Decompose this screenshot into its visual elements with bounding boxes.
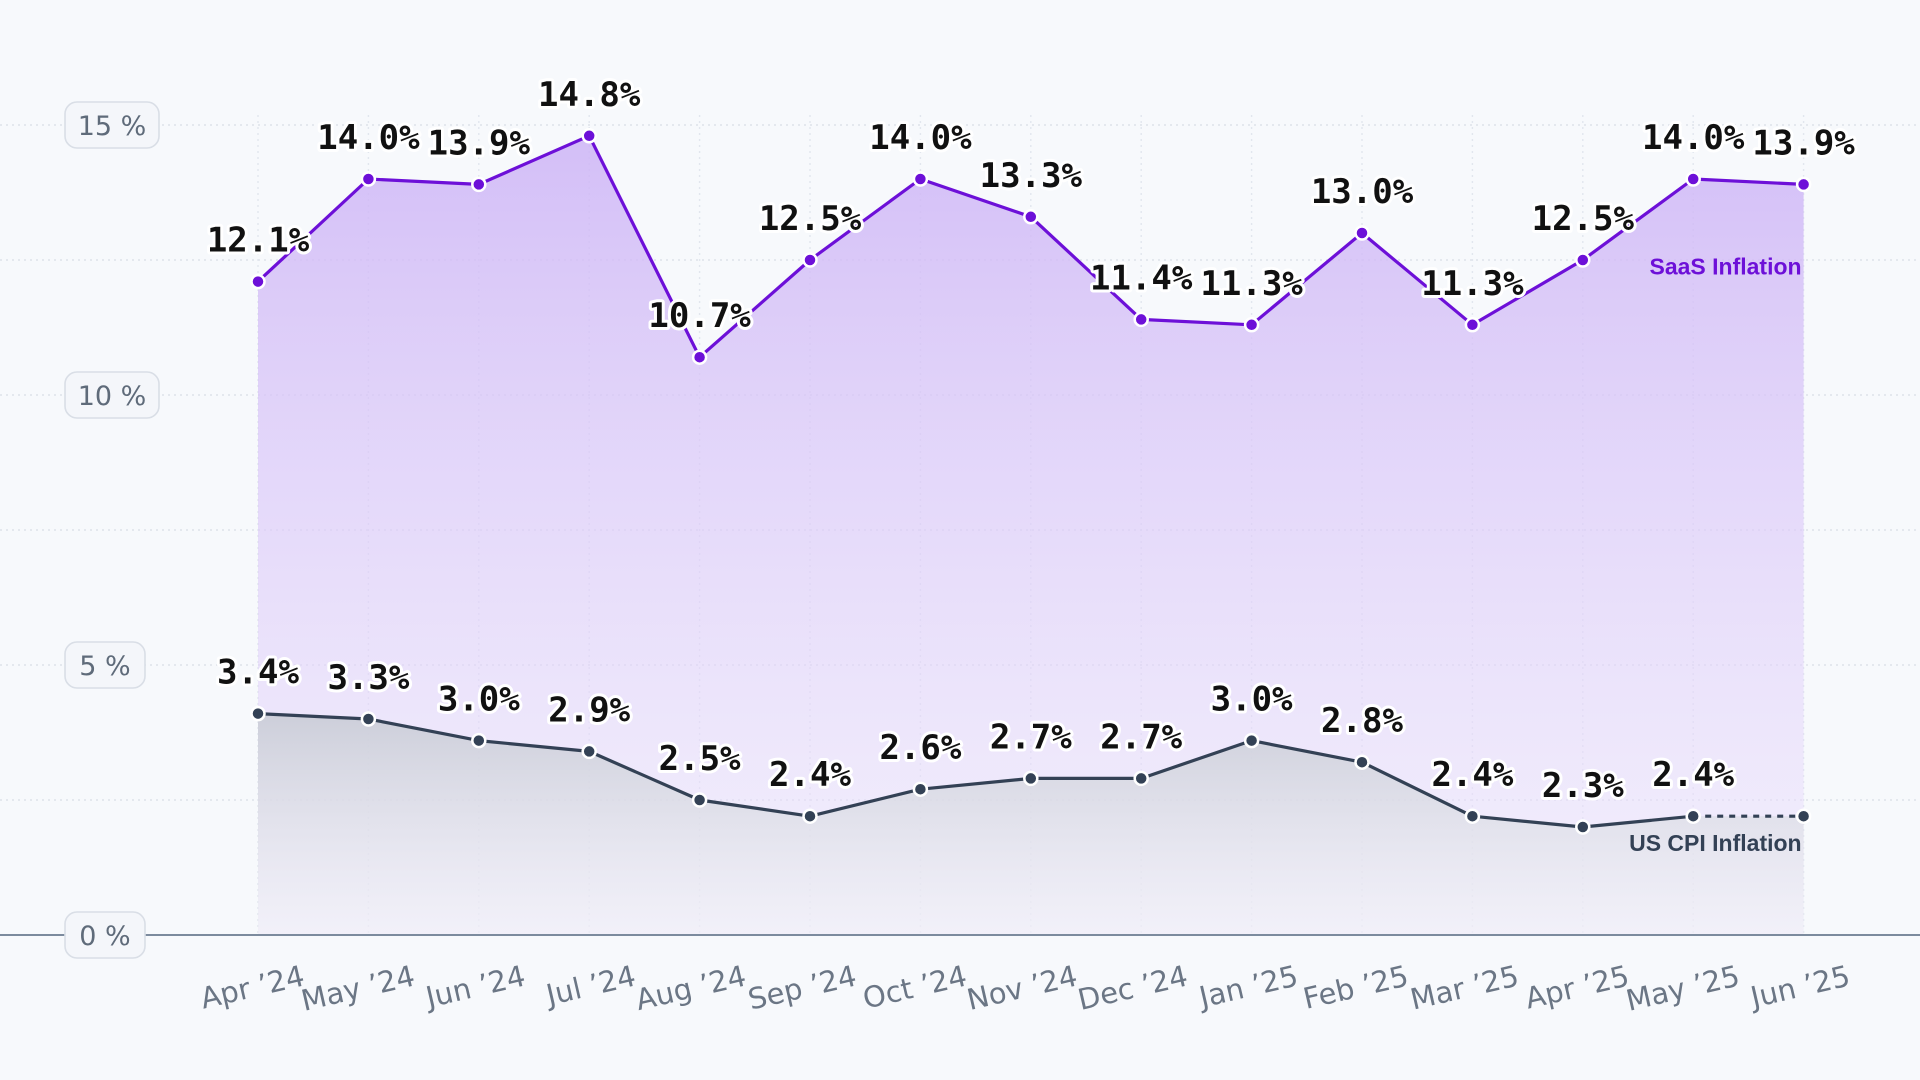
y-axis: 0 % 5 % 10 % 15 %: [0, 101, 1920, 959]
us-cpi-inflation-point: [1685, 808, 1701, 824]
saas-inflation-data-label: 14.0%: [317, 118, 420, 158]
saas-inflation-data-label: 12.5%: [759, 199, 862, 239]
saas-inflation-point: [471, 176, 487, 193]
saas-inflation-data-label: 14.0%: [869, 118, 972, 158]
x-tick-label: Jun ’24: [421, 959, 529, 1015]
y-tick-label: 0 %: [79, 921, 130, 952]
data-points: [250, 128, 1812, 835]
us-cpi-inflation-data-label: 3.3%: [327, 658, 409, 698]
saas-inflation-data-label: 11.3%: [1421, 264, 1524, 304]
saas-inflation-point: [1354, 225, 1370, 241]
x-tick-label: Apr ’24: [197, 959, 307, 1016]
series-names: SaaS Inflation US CPI Inflation: [1629, 253, 1802, 856]
saas-inflation-data-label: 12.1%: [207, 221, 310, 261]
us-cpi-inflation-data-label: 3.0%: [438, 680, 520, 720]
us-cpi-inflation-data-label: 2.4%: [769, 755, 851, 795]
us-cpi-inflation-point: [471, 732, 487, 749]
saas-inflation-area: [258, 135, 1804, 936]
saas-inflation-point: [360, 171, 377, 187]
saas-inflation-point: [1795, 176, 1812, 193]
y-tick-box: [64, 911, 146, 959]
us-cpi-inflation-point: [912, 781, 929, 797]
saas-inflation-point: [1575, 252, 1591, 268]
y-tick-label: 5 %: [79, 651, 130, 682]
x-tick-label: Sep ’24: [745, 959, 860, 1017]
us-cpi-inflation-data-label: 3.4%: [217, 653, 299, 693]
saas-inflation-point: [1023, 209, 1039, 225]
us-cpi-inflation-data-label: 2.7%: [990, 717, 1072, 757]
x-tick-label: Oct ’24: [860, 959, 970, 1016]
saas-inflation-point: [1133, 311, 1149, 328]
saas-inflation-point: [691, 349, 708, 365]
us-cpi-inflation-data-label: 2.7%: [1100, 717, 1182, 757]
saas-inflation-point: [912, 171, 929, 187]
us-cpi-inflation-data-label: 3.0%: [1211, 680, 1293, 720]
us-cpi-inflation-data-label: 2.8%: [1321, 701, 1403, 741]
us-cpi-inflation-point: [1023, 770, 1039, 787]
x-tick-label: Jan ’25: [1194, 959, 1301, 1015]
us-cpi-inflation-point: [360, 711, 377, 727]
saas-inflation-data-label: 14.0%: [1642, 118, 1745, 158]
y-tick-box: [64, 371, 160, 419]
us-cpi-inflation-data-label: 2.9%: [548, 690, 630, 730]
us-cpi-inflation-point: [1133, 770, 1149, 787]
x-tick-label: Feb ’25: [1300, 959, 1412, 1016]
saas-inflation-data-label: 13.3%: [980, 156, 1083, 196]
saas-inflation-data-label: 13.9%: [1752, 123, 1855, 163]
y-tick-box: [64, 101, 160, 149]
us-cpi-inflation-area: [258, 713, 1804, 935]
us-cpi-inflation-point: [1464, 808, 1481, 824]
saas-inflation-point: [1243, 317, 1260, 333]
us-cpi-inflation-data-label: 2.3%: [1542, 766, 1624, 806]
y-tick-box: [64, 641, 146, 689]
us-cpi-inflation-point: [691, 792, 708, 808]
saas-inflation-point: [802, 252, 818, 268]
saas-inflation-data-label: 10.7%: [648, 296, 751, 336]
saas-inflation-point: [1464, 317, 1481, 333]
us-cpi-inflation-line: [257, 712, 1694, 829]
x-tick-label: Jul ’24: [541, 959, 639, 1013]
us-cpi-inflation-point: [1243, 732, 1260, 749]
saas-inflation-data-label: 11.4%: [1090, 258, 1193, 298]
x-tick-label: May ’24: [298, 959, 418, 1018]
us-cpi-inflation-point: [802, 808, 818, 824]
y-tick-label: 10 %: [78, 381, 147, 412]
saas-inflation-data-label: 11.3%: [1200, 264, 1303, 304]
saas-inflation-point: [581, 128, 597, 144]
saas-inflation-point: [1685, 171, 1701, 187]
saas-inflation-name: SaaS Inflation: [1650, 253, 1802, 279]
us-cpi-inflation-point: [581, 743, 597, 760]
y-tick-label: 15 %: [78, 111, 147, 142]
saas-inflation-data-label: 12.5%: [1532, 199, 1635, 239]
x-tick-label: Jun ’25: [1746, 959, 1854, 1015]
us-cpi-inflation-data-label: 2.4%: [1431, 755, 1513, 795]
data-labels: 12.1%14.0% 13.9%14.8%10.7%12.5%14.0%13.3%…: [204, 72, 1858, 809]
saas-inflation-data-label: 13.9%: [428, 123, 531, 163]
saas-inflation-data-label: 14.8%: [538, 75, 641, 115]
us-cpi-inflation-point: [1795, 808, 1812, 824]
us-cpi-inflation-data-label: 2.4%: [1652, 755, 1734, 795]
us-cpi-inflation-data-label: 2.6%: [879, 728, 961, 768]
x-tick-label: Apr ’25: [1522, 959, 1632, 1016]
x-tick-label: Nov ’24: [964, 959, 1081, 1017]
us-cpi-inflation-point: [1354, 754, 1370, 770]
saas-inflation-data-label: 13.0%: [1311, 172, 1414, 212]
series-areas: [258, 135, 1804, 936]
x-tick-label: Dec ’24: [1075, 959, 1191, 1017]
us-cpi-inflation-point: [250, 705, 266, 722]
x-tick-label: Aug ’24: [632, 959, 749, 1017]
us-cpi-inflation-name: US CPI Inflation: [1629, 830, 1802, 856]
us-cpi-inflation-data-label: 2.5%: [659, 739, 741, 779]
us-cpi-inflation-point: [1575, 819, 1591, 835]
saas-inflation-point: [250, 273, 266, 290]
x-tick-label: May ’25: [1623, 959, 1743, 1018]
x-tick-label: Mar ’25: [1407, 959, 1522, 1017]
